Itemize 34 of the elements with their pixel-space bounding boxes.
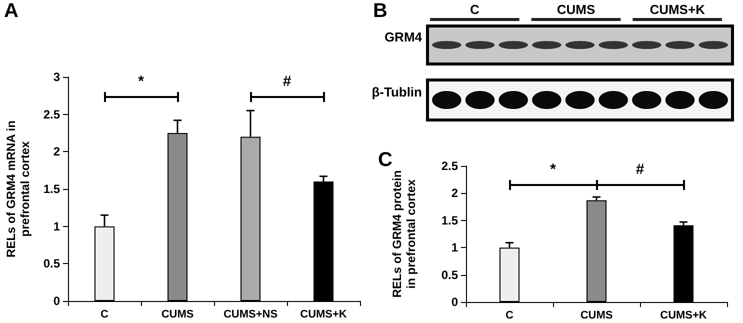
annotation: * bbox=[138, 73, 144, 90]
category-label: β-Tublin bbox=[372, 84, 422, 100]
x-tick-label: CUMS+K bbox=[300, 308, 347, 320]
y-tick-label: 0.5 bbox=[43, 256, 60, 271]
y-tick-label: 2.5 bbox=[441, 159, 458, 173]
y-tick-label: 1.5 bbox=[43, 182, 60, 196]
y-axis-title: RELs of GRM4 protein in prefrontal cortex bbox=[390, 169, 418, 299]
y-tick-label: 1 bbox=[451, 240, 458, 255]
x-tick-label: CUMS+K bbox=[660, 310, 707, 322]
category-label: C bbox=[470, 2, 480, 17]
chart-title: C bbox=[378, 149, 392, 171]
category-label: GRM4 bbox=[384, 30, 422, 44]
chart-title: A bbox=[4, 0, 18, 23]
y-tick-label: 1.5 bbox=[441, 213, 458, 228]
annotation: * bbox=[550, 161, 556, 178]
y-tick-label: 2 bbox=[451, 186, 458, 200]
y-tick-label: 3 bbox=[53, 70, 60, 84]
y-tick-label: 0 bbox=[53, 294, 60, 308]
y-tick-label: 2.5 bbox=[43, 107, 60, 122]
x-tick-label: CUMS+NS bbox=[223, 308, 278, 320]
x-tick-label: C bbox=[100, 308, 109, 320]
x-tick-label: CUMS bbox=[580, 310, 613, 322]
y-tick-label: 0.5 bbox=[441, 268, 458, 282]
y-axis-title: RELs of GRM4 mRNA in prefrontal cortex bbox=[4, 120, 32, 260]
category-label: CUMS+K bbox=[650, 2, 705, 17]
annotation: # bbox=[282, 73, 292, 90]
annotation: # bbox=[636, 161, 644, 178]
y-tick-label: 2 bbox=[53, 144, 60, 159]
y-tick-label: 0 bbox=[451, 295, 458, 309]
text: B bbox=[373, 0, 388, 23]
x-tick-label: C bbox=[506, 310, 514, 322]
x-tick-label: CUMS bbox=[161, 308, 194, 320]
category-label: CUMS bbox=[556, 2, 596, 17]
y-tick-label: 1 bbox=[53, 219, 60, 234]
